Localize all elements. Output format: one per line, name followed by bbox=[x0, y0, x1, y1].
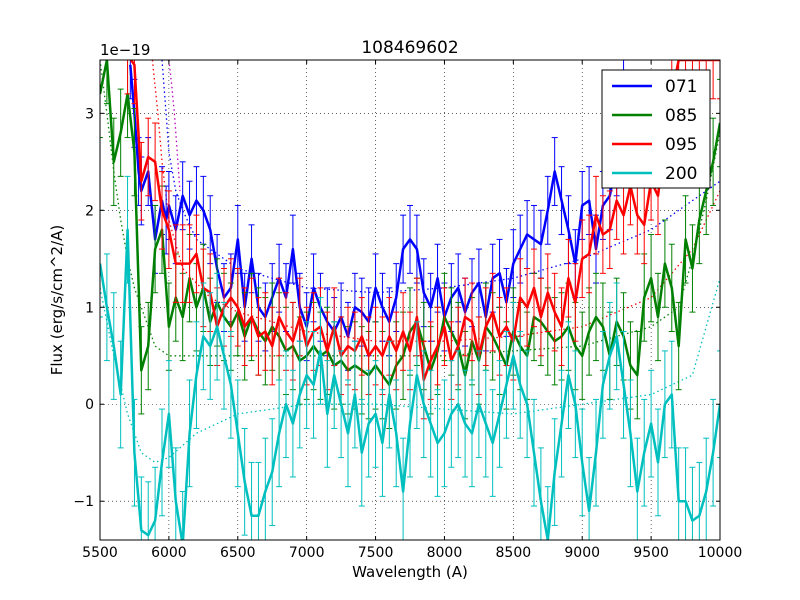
legend-label-085: 085 bbox=[665, 106, 697, 126]
x-tick-label: 10000 bbox=[698, 545, 743, 561]
x-tick-label: 9500 bbox=[633, 545, 669, 561]
x-tick-label: 7000 bbox=[289, 545, 325, 561]
plot-content bbox=[100, 60, 720, 540]
x-tick-label: 6500 bbox=[220, 545, 256, 561]
legend-box bbox=[601, 69, 711, 189]
y-tick-label: 0 bbox=[85, 397, 94, 413]
x-tick-label: 6000 bbox=[151, 545, 187, 561]
x-tick-label: 5500 bbox=[82, 545, 118, 561]
axis-ticks: 5500 6000 6500 7000 7500 8000 8500 9000 9500 1000… bbox=[73, 60, 742, 561]
plot-frame bbox=[99, 59, 721, 541]
legend-label-071: 071 bbox=[665, 77, 697, 97]
legend: 071 085 095 200 bbox=[601, 69, 711, 189]
legend-label-200: 200 bbox=[665, 164, 697, 184]
x-tick-label: 8000 bbox=[427, 545, 463, 561]
legend-label-095: 095 bbox=[665, 135, 697, 155]
chart-title: 108469602 bbox=[361, 38, 458, 58]
x-axis-label: Wavelength (A) bbox=[352, 563, 468, 581]
095-guide bbox=[151, 60, 720, 342]
y-tick-label: 1 bbox=[85, 300, 94, 316]
y-tick-label: 3 bbox=[85, 106, 94, 122]
y-tick-label: 2 bbox=[85, 203, 94, 219]
x-tick-label: 8500 bbox=[496, 545, 532, 561]
series-line-200 bbox=[100, 228, 720, 540]
y-tick-label: −1 bbox=[73, 494, 94, 510]
series-200 bbox=[100, 175, 720, 540]
y-offset-label: 1e−19 bbox=[100, 41, 150, 59]
x-tick-label: 7500 bbox=[358, 545, 394, 561]
y-axis-label: Flux (erg/s/cm^2/A) bbox=[48, 225, 66, 376]
x-tick-label: 9000 bbox=[564, 545, 600, 561]
